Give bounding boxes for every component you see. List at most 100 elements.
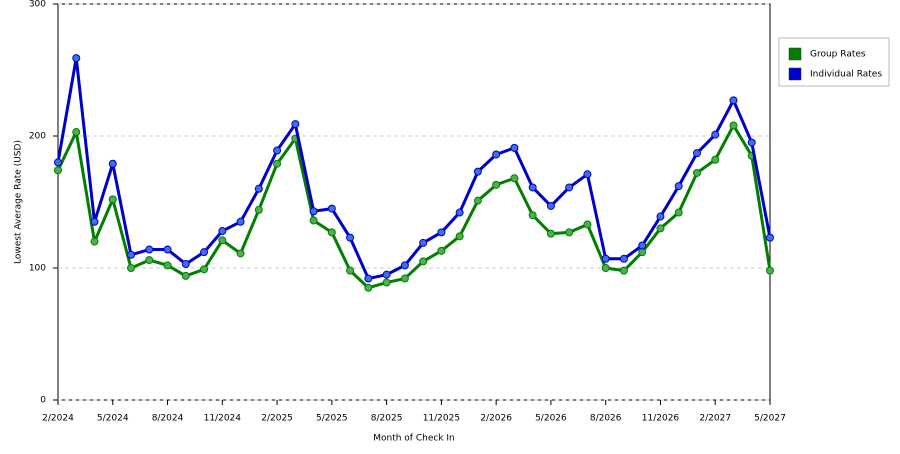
data-point [145,256,154,265]
data-point [766,266,774,275]
data-point [747,138,756,147]
data-point [419,238,428,247]
data-point [656,224,665,233]
data-point [546,201,555,210]
data-point [400,261,409,270]
y-tick-label: 300 [29,0,46,10]
data-point [492,180,501,189]
x-tick-label: 8/2026 [590,414,622,424]
x-tick-label: 2/2024 [42,414,74,424]
x-tick-label: 2/2027 [699,414,731,424]
data-point [729,96,738,105]
y-tick-label: 100 [29,264,46,274]
data-point [309,207,318,216]
data-point [200,265,209,274]
data-point [766,233,774,242]
data-point [273,159,282,168]
data-point [674,182,683,191]
legend-swatch [788,47,802,61]
x-tick-label: 11/2026 [642,414,680,424]
data-point [90,217,99,226]
x-axis-label: Month of Check In [373,434,455,444]
data-point [583,170,592,179]
data-point [181,271,190,280]
series-line [56,56,772,281]
data-point [254,205,263,214]
data-point [200,248,209,257]
data-point [327,228,336,237]
data-point [528,183,537,192]
data-point [528,211,537,220]
data-point [565,183,574,192]
x-tick-label: 5/2026 [535,414,567,424]
data-point [236,249,245,258]
data-point [656,212,665,221]
data-point [90,237,99,246]
x-tick-label: 11/2025 [423,414,460,424]
data-point [711,130,720,139]
x-tick-label: 5/2024 [97,414,129,424]
x-tick-label: 2/2025 [261,414,293,424]
data-point [473,196,482,205]
data-point [382,270,391,279]
data-point [619,266,628,275]
data-point [72,54,81,63]
data-point [218,236,227,245]
data-point [127,264,136,272]
data-point [145,245,154,254]
data-point [638,248,647,257]
data-point [236,217,245,226]
data-point [510,143,519,152]
data-point [108,159,117,168]
legend-label: Group Rates [810,50,866,60]
data-point [382,278,391,287]
data-point [692,168,701,177]
data-point [546,229,555,238]
data-point [346,233,355,242]
legend-label: Individual Rates [810,70,882,80]
data-point [565,228,574,237]
y-axis-label: Lowest Average Rate (USD) [14,140,24,264]
data-point [638,241,647,250]
data-point [601,264,610,272]
data-point [583,220,592,229]
data-point [400,274,409,283]
x-tick-label: 8/2024 [152,414,184,424]
data-point [163,245,172,254]
data-point [254,184,263,193]
x-tick-label: 5/2025 [316,414,348,424]
data-point [492,150,501,159]
data-point [364,274,373,283]
legend-swatch [788,67,802,81]
data-point [674,208,683,217]
data-point [455,232,464,241]
data-point [473,167,482,176]
data-point [692,149,701,158]
data-point [327,204,336,213]
data-point [419,257,428,266]
data-point [181,260,190,269]
data-point [729,121,738,130]
data-point [364,283,373,292]
x-tick-label: 2/2026 [480,414,512,424]
data-point [163,261,172,270]
data-point [127,250,136,259]
data-point [601,254,610,263]
plot-frame [57,3,771,401]
data-point [54,158,62,167]
data-point [309,216,318,225]
y-tick-label: 0 [40,396,46,406]
data-point [711,155,720,164]
data-point [437,246,446,255]
data-point [455,208,464,217]
x-tick-label: 5/2027 [754,414,786,424]
data-point [72,128,81,137]
data-point [218,227,227,236]
x-tick-label: 8/2025 [371,414,403,424]
y-tick-label: 200 [29,132,46,142]
data-point [510,174,519,183]
data-point [273,146,282,155]
data-point [619,254,628,263]
data-point [291,120,300,129]
